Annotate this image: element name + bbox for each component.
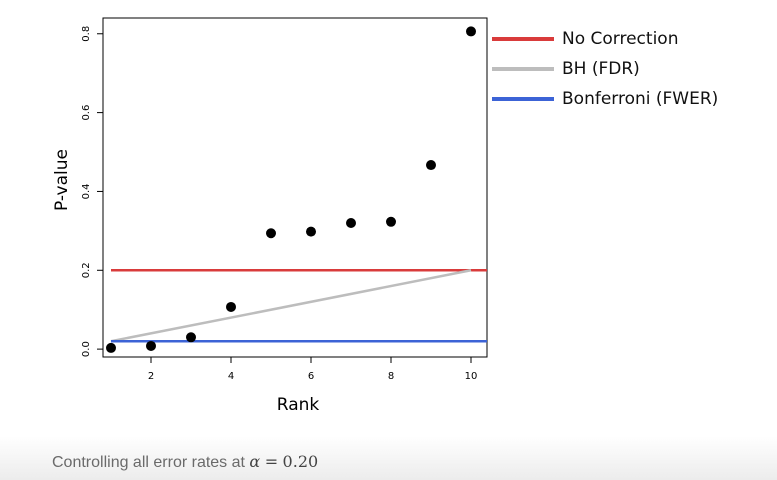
y-tick-label: 0.6: [81, 105, 92, 121]
line-bh-fdr: [110, 269, 472, 343]
legend-label: No Correction: [562, 29, 679, 49]
reference-lines: [110, 269, 487, 343]
y-tick-label: 0.8: [81, 26, 92, 42]
chart: 2 4 6 8 10 0.0 0.2 0.4 0.6 0.8 Rank P-value: [52, 17, 488, 415]
x-axis: 2 4 6 8 10: [111, 356, 478, 382]
data-point: [186, 332, 196, 343]
data-point: [226, 301, 236, 312]
data-point: [266, 228, 276, 239]
data-point: [466, 26, 476, 37]
data-point: [426, 160, 436, 171]
legend-item-no-correction: No Correction: [492, 24, 718, 54]
x-tick-label: 6: [308, 371, 314, 382]
legend: No Correction BH (FDR) Bonferroni (FWER): [492, 24, 718, 114]
data-point: [346, 217, 356, 228]
caption-value: 0.20: [282, 452, 319, 471]
caption: Controlling all error rates at α = 0.20: [52, 452, 318, 472]
caption-text: Controlling all error rates at: [52, 454, 245, 471]
caption-band: [0, 436, 777, 480]
caption-alpha: α: [249, 452, 261, 471]
data-point: [306, 226, 316, 237]
data-point: [106, 342, 116, 353]
x-tick-label: 10: [465, 371, 478, 382]
x-axis-label: Rank: [277, 395, 320, 415]
x-tick-label: 2: [148, 371, 154, 382]
x-tick-label: 8: [388, 371, 394, 382]
legend-swatch: [492, 37, 554, 41]
legend-swatch: [492, 97, 554, 101]
data-points: [106, 26, 476, 353]
y-tick-label: 0.2: [81, 262, 92, 278]
y-axis: 0.0 0.2 0.4 0.6 0.8: [81, 26, 104, 357]
x-tick-label: 4: [228, 371, 234, 382]
legend-item-bh-fdr: BH (FDR): [492, 54, 718, 84]
legend-label: BH (FDR): [562, 59, 640, 79]
data-point: [146, 340, 156, 351]
legend-item-bonferroni: Bonferroni (FWER): [492, 84, 718, 114]
caption-equals: =: [264, 452, 279, 471]
y-tick-label: 0.0: [81, 341, 92, 357]
data-point: [386, 216, 396, 227]
y-axis-label: P-value: [52, 149, 72, 211]
legend-label: Bonferroni (FWER): [562, 89, 719, 109]
y-tick-label: 0.4: [81, 183, 92, 199]
legend-swatch: [492, 67, 554, 71]
